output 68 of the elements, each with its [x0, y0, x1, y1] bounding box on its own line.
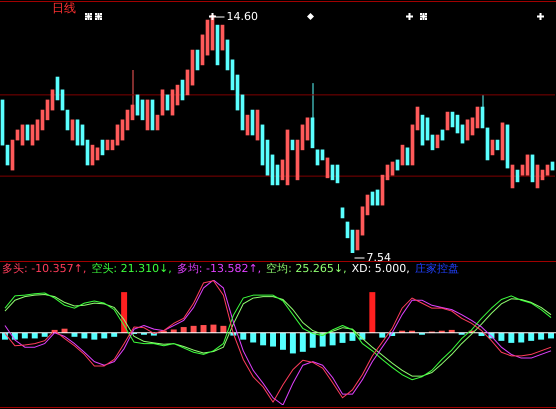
bar — [528, 332, 534, 341]
annotation: 7.54 — [366, 250, 391, 264]
bar — [260, 332, 266, 346]
bar — [340, 332, 346, 343]
bar — [548, 332, 554, 338]
candlestick — [220, 24, 224, 50]
candlestick — [290, 140, 294, 150]
bar — [81, 332, 88, 338]
bar — [111, 332, 118, 337]
candlestick — [506, 124, 510, 168]
candlestick — [500, 122, 504, 160]
bar — [508, 332, 514, 343]
candlestick — [436, 134, 440, 148]
candlestick — [400, 144, 404, 166]
bar — [71, 332, 78, 337]
bar — [518, 332, 524, 342]
bar — [42, 332, 48, 337]
candlestick — [196, 50, 200, 70]
candlestick — [216, 24, 220, 66]
bar — [369, 292, 376, 333]
candlestick — [146, 100, 150, 130]
candlestick — [550, 162, 554, 170]
candlestick — [496, 140, 500, 150]
candlestick — [166, 94, 170, 110]
candlestick — [70, 120, 74, 140]
bar — [349, 332, 356, 341]
candlestick — [446, 112, 450, 130]
bar — [91, 332, 98, 340]
candlestick — [180, 80, 184, 100]
candlestick — [440, 130, 444, 140]
bar — [22, 332, 28, 338]
text: 多头: -10.357↑, — [2, 262, 86, 275]
bar — [280, 332, 286, 350]
text: XD: 5.000, — [352, 262, 410, 275]
bar — [200, 325, 207, 333]
bar — [300, 332, 306, 352]
text: 多均: -13.582↑, — [176, 262, 262, 275]
bar — [121, 292, 128, 333]
chart-title: 日线 — [52, 1, 76, 15]
bar — [250, 332, 256, 342]
candlestick — [326, 158, 330, 178]
candlestick — [100, 140, 104, 156]
candlestick — [530, 154, 534, 182]
bar — [330, 332, 336, 346]
bar — [32, 332, 38, 338]
candlestick — [516, 170, 520, 182]
candlestick — [396, 160, 400, 170]
text: 空头: 21.310↓, — [91, 262, 172, 275]
candlestick — [340, 207, 344, 218]
bar — [210, 324, 216, 333]
candlestick — [246, 114, 250, 136]
bar — [101, 332, 108, 338]
candlestick — [406, 147, 410, 166]
candlestick — [490, 140, 494, 156]
bar — [478, 332, 485, 336]
bar — [290, 332, 296, 354]
bar — [538, 332, 544, 340]
candlestick — [150, 100, 154, 130]
text: 空均: 25.265↓, — [266, 262, 347, 275]
bar — [270, 332, 276, 347]
candlestick — [510, 164, 514, 188]
text: 庄家控盘 — [414, 262, 459, 275]
candlestick — [26, 124, 30, 140]
candlestick — [250, 110, 254, 136]
bar — [498, 332, 504, 341]
candlestick — [256, 110, 260, 140]
candlestick — [310, 83, 314, 148]
annotation: 14.60 — [226, 10, 258, 23]
